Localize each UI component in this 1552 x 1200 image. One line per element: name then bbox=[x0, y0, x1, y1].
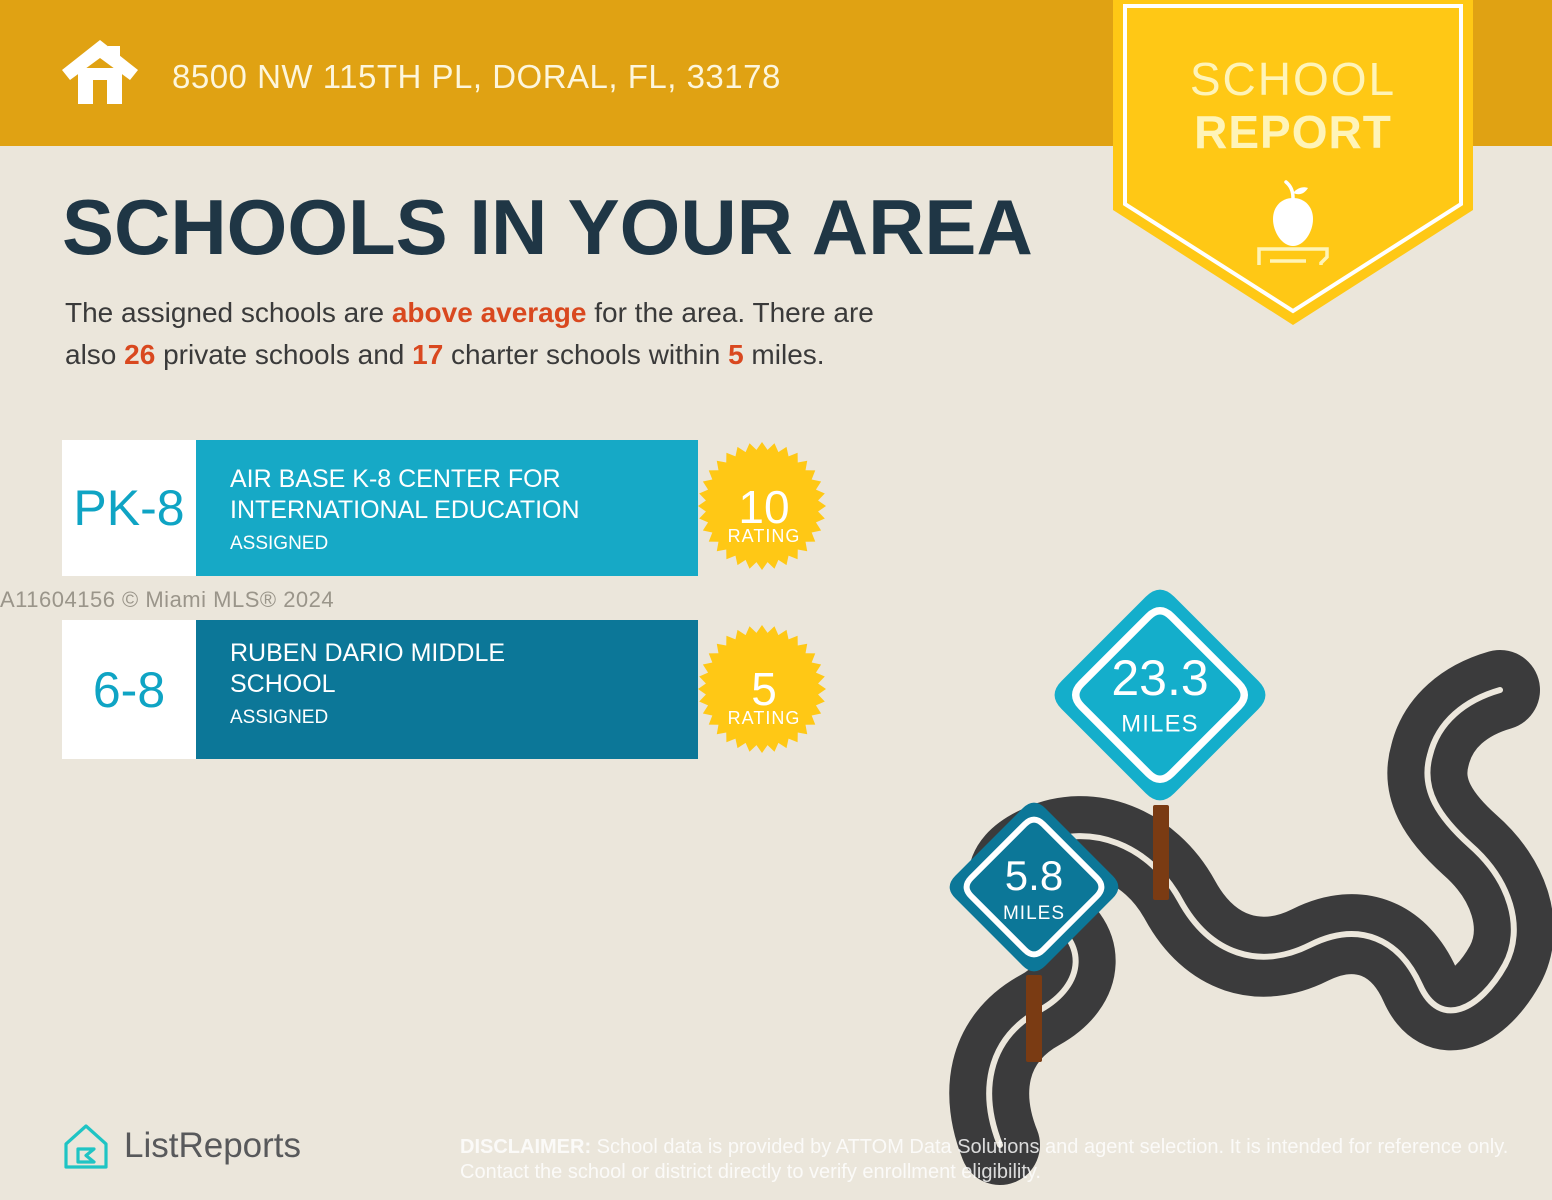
svg-text:5.8: 5.8 bbox=[1005, 852, 1063, 899]
svg-text:23.3: 23.3 bbox=[1111, 650, 1208, 706]
svg-text:REPORT: REPORT bbox=[1194, 106, 1392, 158]
svg-text:MILES: MILES bbox=[1003, 903, 1065, 924]
svg-text:SCHOOL: SCHOOL bbox=[1190, 53, 1396, 105]
svg-text:MILES: MILES bbox=[1121, 710, 1199, 737]
